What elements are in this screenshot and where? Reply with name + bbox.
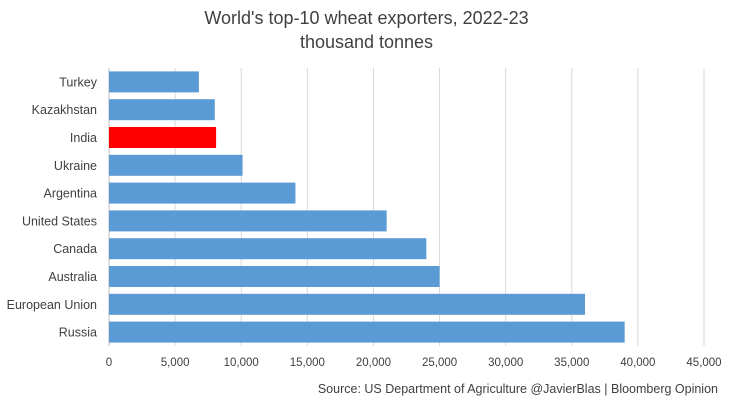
category-label: Ukraine: [54, 159, 97, 173]
category-label: United States: [22, 214, 97, 228]
category-label: Canada: [53, 242, 97, 256]
category-label: Kazakhstan: [32, 103, 97, 117]
bar-turkey: [109, 71, 199, 93]
x-tick-label: 15,000: [290, 357, 325, 369]
category-label: European Union: [7, 298, 97, 312]
category-label: Argentina: [43, 187, 97, 201]
bar-argentina: [109, 182, 296, 204]
category-label: Turkey: [59, 75, 97, 89]
x-tick-label: 10,000: [224, 357, 259, 369]
x-tick-label: 25,000: [422, 357, 457, 369]
x-tick-label: 40,000: [620, 357, 655, 369]
source-note: Source: US Department of Agriculture @Ja…: [317, 382, 718, 396]
bar-european-union: [109, 293, 585, 315]
category-label: Australia: [48, 270, 97, 284]
bar-india: [109, 127, 217, 148]
bar-russia: [109, 321, 625, 343]
category-label: Russia: [59, 326, 97, 340]
category-label: India: [70, 131, 97, 145]
x-tick-label: 35,000: [554, 357, 589, 369]
chart-title: World's top-10 wheat exporters, 2022-23: [204, 8, 529, 28]
bar-united-states: [109, 210, 387, 232]
x-tick-label: 20,000: [356, 357, 391, 369]
bar-canada: [109, 238, 427, 260]
chart-subtitle: thousand tonnes: [299, 32, 434, 52]
bar-ukraine: [109, 154, 243, 176]
bar-kazakhstan: [109, 99, 215, 121]
x-tick-label: 0: [106, 357, 112, 369]
bar-australia: [109, 266, 440, 287]
x-tick-label: 5,000: [161, 357, 190, 369]
x-tick-label: 45,000: [686, 357, 721, 369]
chart-title-block: World's top-10 wheat exporters, 2022-23 …: [0, 6, 733, 54]
x-tick-label: 30,000: [488, 357, 523, 369]
